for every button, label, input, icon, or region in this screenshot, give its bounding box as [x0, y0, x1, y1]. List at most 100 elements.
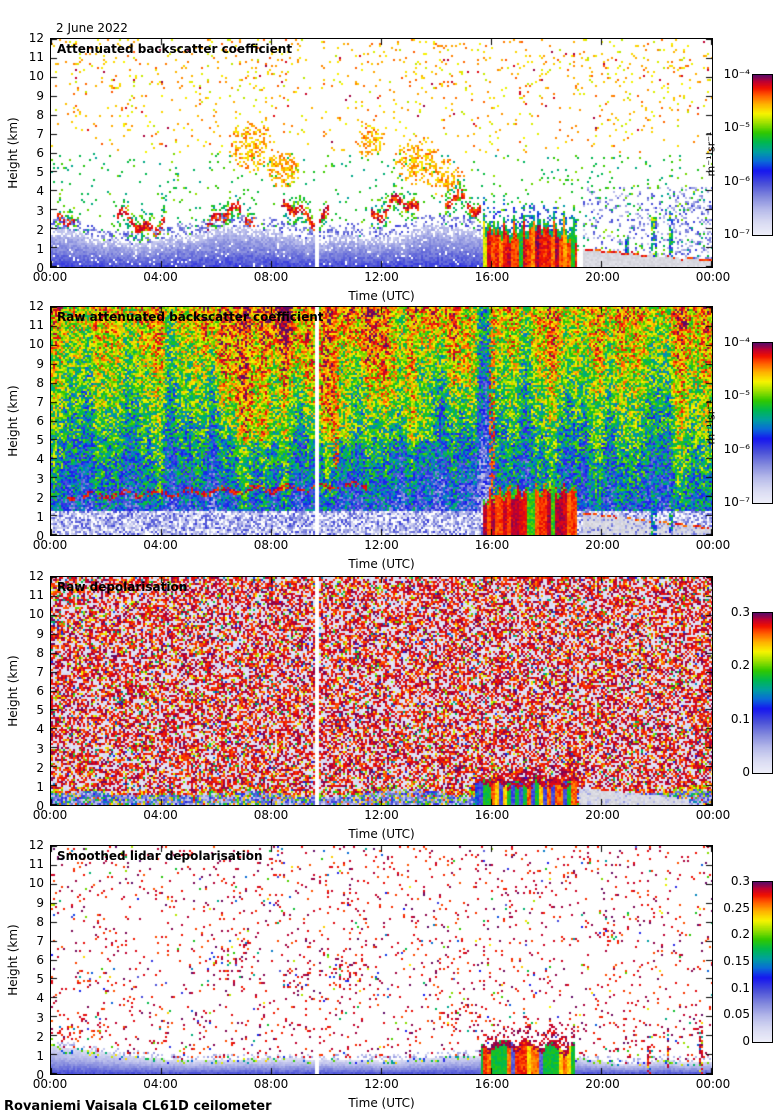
- height-tick-label: 1: [36, 241, 44, 256]
- colorbar-tick-label: 0.1: [730, 980, 750, 995]
- height-tick-label: 2: [36, 760, 44, 775]
- height-tick-label: 5: [36, 433, 44, 448]
- colorbar-tick-label: 0.2: [730, 658, 750, 673]
- height-tick-label: 11: [28, 318, 44, 333]
- height-tick-label: 9: [36, 88, 44, 103]
- heatmap-plot: Raw attenuated backscatter coefficient: [50, 306, 713, 536]
- time-tick-label: 04:00: [143, 1077, 178, 1091]
- colorbar-tick-label: 0.15: [723, 954, 750, 968]
- height-tick-label: 10: [28, 876, 44, 891]
- height-tick-label: 0: [36, 261, 44, 275]
- heatmap-canvas: [51, 39, 712, 267]
- height-tick-label: 7: [36, 664, 44, 679]
- time-axis-ticks: 00:00 04:00 08:00 12:00 16:00 20:00 00:00: [33, 270, 731, 285]
- height-tick-label: 6: [36, 414, 44, 428]
- heatmap-plot: Smoothed lidar depolarisation: [50, 845, 713, 1075]
- time-axis-ticks: 00:00 04:00 08:00 12:00 16:00 20:00 00:00: [33, 808, 731, 823]
- height-tick-label: 2: [36, 1029, 44, 1044]
- colorbar-tick-label: 0.25: [723, 900, 750, 915]
- height-axis-ticks: 12 11 10 9 8 7 6 5 4 3 2 1 0: [22, 839, 46, 1081]
- height-tick-label: 7: [36, 394, 44, 409]
- height-tick-label: 2: [36, 222, 44, 237]
- height-tick-label: 5: [36, 165, 44, 180]
- time-axis-label: Time (UTC): [348, 557, 415, 571]
- time-axis-ticks: 00:00 04:00 08:00 12:00 16:00 20:00 00:00: [33, 1077, 731, 1092]
- time-tick-label: 08:00: [253, 538, 289, 552]
- heatmap-plot: Raw depolarisation: [50, 576, 713, 806]
- time-tick-label: 00:00: [695, 1077, 731, 1091]
- panel-smoothed-lidar-depolarisation: Height (km) 12 11 10 9 8 7 6 5 4 3 2 1 0 Smoothed li…: [0, 839, 780, 1110]
- time-tick-label: 04:00: [143, 270, 178, 284]
- heatmap-canvas: [51, 307, 712, 535]
- colorbar-tick-label: 0.2: [730, 927, 750, 942]
- height-tick-label: 5: [36, 703, 44, 718]
- time-tick-label: 04:00: [143, 538, 178, 552]
- time-tick-label: 12:00: [364, 270, 399, 284]
- height-tick-label: 11: [28, 50, 44, 65]
- colorbar-tick-label: 0.3: [730, 874, 750, 888]
- height-tick-label: 6: [36, 146, 44, 160]
- height-tick-label: 0: [36, 799, 44, 813]
- time-tick-label: 20:00: [585, 270, 620, 284]
- time-tick-label: 12:00: [364, 1077, 399, 1091]
- time-tick-label: 12:00: [364, 808, 399, 822]
- colorbar-unit-label: m⁻¹ sr⁻¹: [704, 399, 718, 445]
- time-tick-label: 08:00: [253, 1077, 289, 1091]
- height-tick-label: 12: [28, 569, 44, 583]
- time-tick-label: 08:00: [253, 270, 289, 284]
- colorbar-tick-label: 10⁻⁵: [723, 120, 750, 135]
- panel-title: Raw depolarisation: [57, 580, 188, 594]
- colorbar: 0.3 0.2 0.1 0: [700, 606, 780, 778]
- colorbar-tick-label: 10⁻⁶: [723, 441, 750, 456]
- time-tick-label: 16:00: [474, 270, 510, 284]
- height-tick-label: 12: [28, 299, 44, 313]
- panel-title: Smoothed lidar depolarisation: [57, 849, 263, 863]
- height-tick-label: 1: [36, 1048, 44, 1063]
- height-tick-label: 3: [36, 741, 44, 756]
- time-axis-label: Time (UTC): [348, 1096, 415, 1110]
- height-tick-label: 4: [36, 452, 44, 467]
- height-tick-label: 10: [28, 69, 44, 84]
- panel-attenuated-backscatter: Height (km) 12 11 10 9 8 7 6 5 4 3 2 1 0 Attenuated …: [0, 32, 780, 303]
- time-tick-label: 00:00: [32, 538, 68, 552]
- height-tick-label: 2: [36, 490, 44, 505]
- height-axis-ticks: 12 11 10 9 8 7 6 5 4 3 2 1 0: [22, 32, 46, 274]
- time-tick-label: 00:00: [695, 808, 731, 822]
- height-tick-label: 8: [36, 107, 44, 122]
- colorbar-tick-label: 0.3: [730, 605, 750, 619]
- colorbar-gradient: [752, 612, 773, 774]
- colorbar-tick-label: 0.05: [723, 1007, 750, 1022]
- height-tick-label: 7: [36, 933, 44, 948]
- date-label: 2 June 2022: [56, 21, 128, 35]
- time-tick-label: 00:00: [32, 270, 68, 284]
- colorbar-gradient: [752, 881, 773, 1043]
- time-tick-label: 20:00: [585, 808, 620, 822]
- height-tick-label: 11: [28, 857, 44, 872]
- colorbar-tick-label: 10⁻⁴: [723, 335, 750, 349]
- time-tick-label: 16:00: [474, 808, 510, 822]
- height-tick-label: 9: [36, 356, 44, 371]
- height-tick-label: 3: [36, 1010, 44, 1025]
- height-tick-label: 3: [36, 203, 44, 218]
- height-tick-label: 1: [36, 779, 44, 794]
- height-tick-label: 1: [36, 509, 44, 524]
- height-tick-label: 3: [36, 471, 44, 486]
- time-tick-label: 16:00: [474, 1077, 510, 1091]
- height-tick-label: 5: [36, 972, 44, 987]
- height-tick-label: 11: [28, 588, 44, 603]
- colorbar-tick-label: 10⁻⁷: [723, 227, 750, 241]
- heatmap-canvas: [51, 846, 712, 1074]
- height-tick-label: 10: [28, 607, 44, 622]
- panel-raw-depolarisation: Height (km) 12 11 10 9 8 7 6 5 4 3 2 1 0 Raw depolar…: [0, 570, 780, 841]
- height-tick-label: 6: [36, 953, 44, 967]
- time-axis-label: Time (UTC): [348, 827, 415, 841]
- colorbar-tick-label: 10⁻⁷: [723, 495, 750, 509]
- time-tick-label: 00:00: [32, 808, 68, 822]
- colorbar-tick-label: 10⁻⁵: [723, 388, 750, 403]
- instrument-label: Rovaniemi Vaisala CL61D ceilometer: [4, 1099, 272, 1114]
- time-tick-label: 04:00: [143, 808, 178, 822]
- height-tick-label: 12: [28, 838, 44, 852]
- height-tick-label: 8: [36, 375, 44, 390]
- height-axis-ticks: 12 11 10 9 8 7 6 5 4 3 2 1 0: [22, 300, 46, 542]
